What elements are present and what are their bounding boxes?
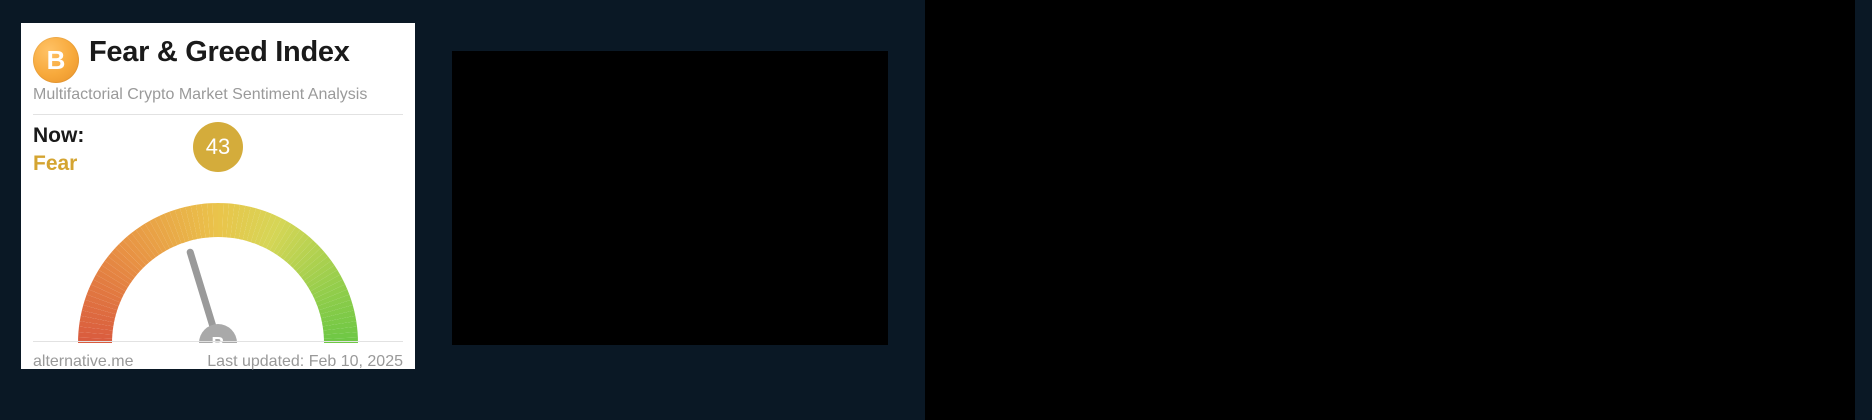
svg-text:B: B — [47, 45, 66, 75]
